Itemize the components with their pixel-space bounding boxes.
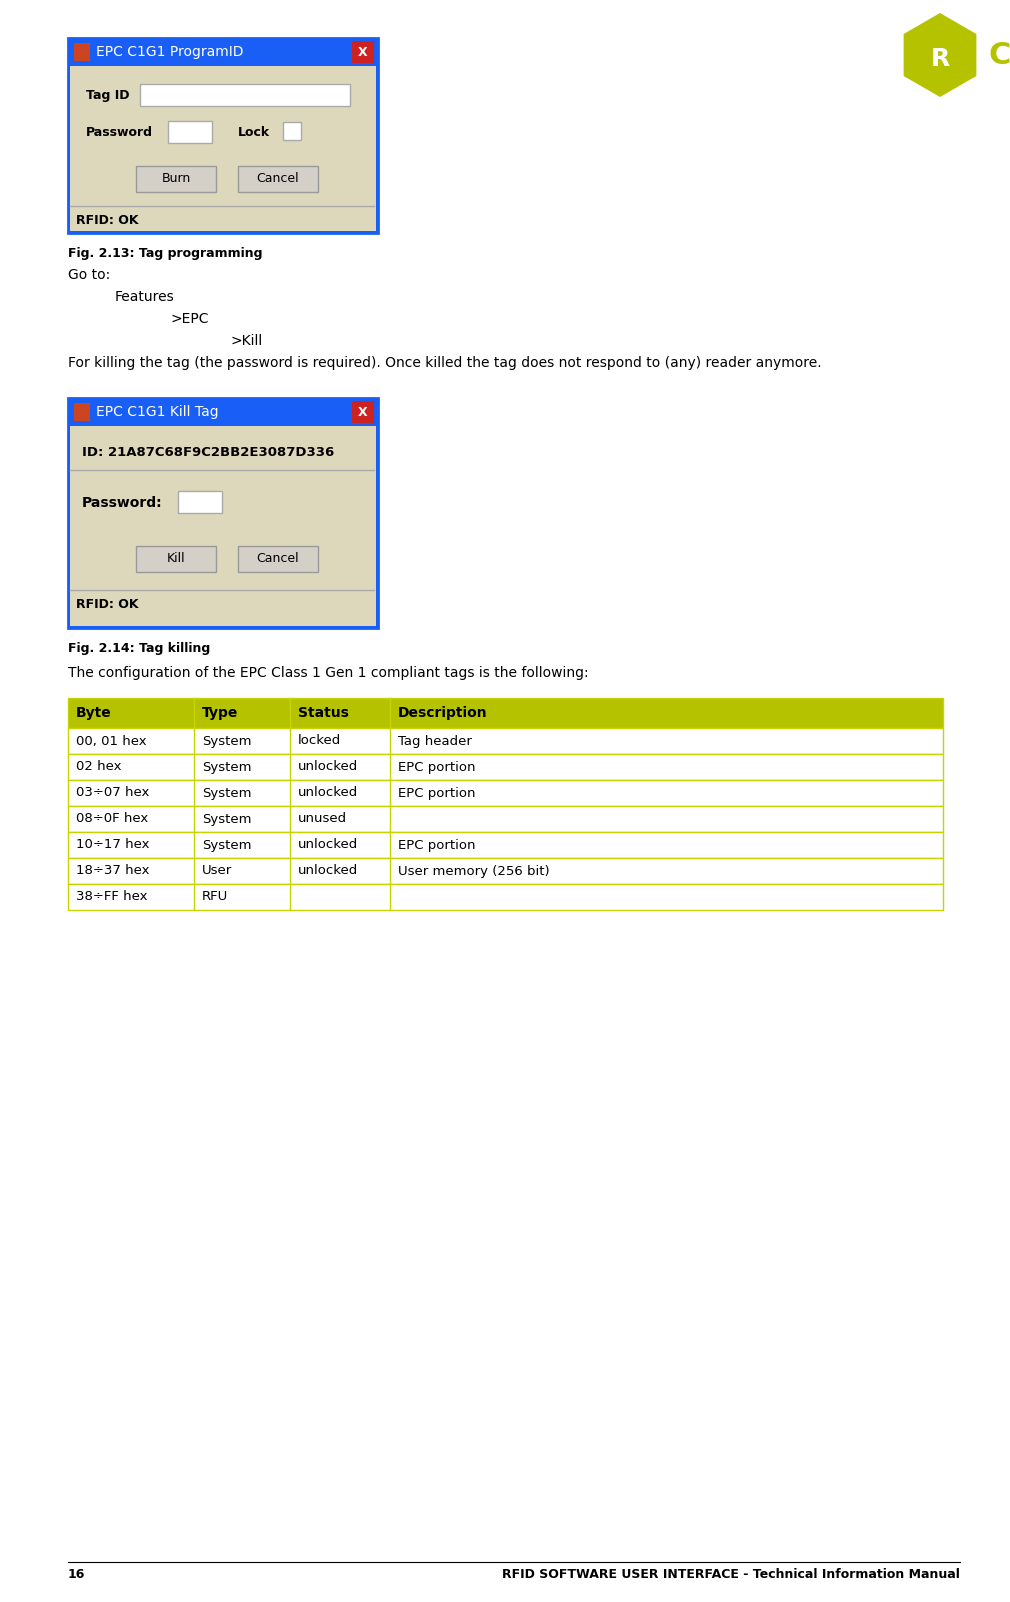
- Bar: [136, 546, 216, 572]
- Bar: [238, 167, 318, 192]
- Text: System: System: [202, 838, 251, 852]
- Text: System: System: [202, 787, 251, 799]
- Text: Cancel: Cancel: [257, 173, 299, 186]
- Bar: [140, 83, 350, 106]
- Bar: [238, 546, 318, 572]
- Text: CAENRFID: CAENRFID: [988, 40, 1010, 69]
- Text: RFID: OK: RFID: OK: [76, 599, 138, 612]
- Text: RFID SOFTWARE USER INTERFACE - Technical Information Manual: RFID SOFTWARE USER INTERFACE - Technical…: [502, 1567, 960, 1581]
- Text: Description: Description: [398, 706, 488, 719]
- Bar: [68, 884, 943, 910]
- Text: Burn: Burn: [162, 173, 191, 186]
- Text: 10÷17 hex: 10÷17 hex: [76, 838, 149, 852]
- Text: EPC C1G1 Kill Tag: EPC C1G1 Kill Tag: [96, 405, 218, 420]
- Text: 08÷0F hex: 08÷0F hex: [76, 812, 148, 825]
- Text: EPC C1G1 ProgramID: EPC C1G1 ProgramID: [96, 45, 243, 59]
- Text: unlocked: unlocked: [298, 761, 359, 774]
- Text: 00, 01 hex: 00, 01 hex: [76, 734, 146, 748]
- Text: unlocked: unlocked: [298, 865, 359, 878]
- Bar: [68, 859, 943, 884]
- Text: User: User: [202, 865, 232, 878]
- Text: X: X: [359, 405, 368, 418]
- Text: Kill: Kill: [167, 553, 185, 566]
- Bar: [283, 122, 301, 139]
- Text: Type: Type: [202, 706, 238, 719]
- Bar: [74, 43, 90, 61]
- Text: Fig. 2.13: Tag programming: Fig. 2.13: Tag programming: [68, 247, 263, 260]
- Bar: [74, 404, 90, 421]
- Text: The configuration of the EPC Class 1 Gen 1 compliant tags is the following:: The configuration of the EPC Class 1 Gen…: [68, 666, 589, 679]
- Text: unused: unused: [298, 812, 347, 825]
- Bar: [352, 400, 374, 423]
- Bar: [70, 66, 376, 231]
- Bar: [68, 806, 943, 831]
- Text: 18÷37 hex: 18÷37 hex: [76, 865, 149, 878]
- Text: X: X: [359, 45, 368, 59]
- Text: Byte: Byte: [76, 706, 112, 719]
- Text: User memory (256 bit): User memory (256 bit): [398, 865, 549, 878]
- Text: Password:: Password:: [82, 497, 163, 509]
- Text: 02 hex: 02 hex: [76, 761, 121, 774]
- Text: EPC portion: EPC portion: [398, 761, 476, 774]
- Bar: [168, 122, 212, 143]
- Text: 03÷07 hex: 03÷07 hex: [76, 787, 149, 799]
- Text: Cancel: Cancel: [257, 553, 299, 566]
- Text: For killing the tag (the password is required). Once killed the tag does not res: For killing the tag (the password is req…: [68, 356, 821, 370]
- Bar: [68, 38, 378, 232]
- Text: Fig. 2.14: Tag killing: Fig. 2.14: Tag killing: [68, 642, 210, 655]
- Text: R: R: [930, 46, 949, 70]
- Text: 38÷FF hex: 38÷FF hex: [76, 891, 147, 904]
- Bar: [68, 397, 378, 426]
- Text: RFID: OK: RFID: OK: [76, 215, 138, 227]
- Bar: [352, 42, 374, 62]
- Text: Features: Features: [115, 290, 175, 304]
- Text: System: System: [202, 812, 251, 825]
- Text: System: System: [202, 761, 251, 774]
- Text: locked: locked: [298, 734, 341, 748]
- Text: 16: 16: [68, 1567, 86, 1581]
- Bar: [68, 698, 943, 727]
- Text: System: System: [202, 734, 251, 748]
- Polygon shape: [904, 13, 977, 98]
- Text: unlocked: unlocked: [298, 838, 359, 852]
- Bar: [68, 831, 943, 859]
- Text: EPC portion: EPC portion: [398, 787, 476, 799]
- Text: Lock: Lock: [238, 127, 270, 139]
- Bar: [68, 755, 943, 780]
- Text: Status: Status: [298, 706, 348, 719]
- Text: >Kill: >Kill: [230, 333, 263, 348]
- Text: Tag ID: Tag ID: [86, 90, 129, 103]
- Text: RFU: RFU: [202, 891, 228, 904]
- Bar: [68, 397, 378, 628]
- Text: Tag header: Tag header: [398, 734, 472, 748]
- Bar: [178, 490, 222, 513]
- Bar: [68, 38, 378, 66]
- Text: unlocked: unlocked: [298, 787, 359, 799]
- Bar: [68, 727, 943, 755]
- Text: >EPC: >EPC: [170, 312, 208, 325]
- Text: ID: 21A87C68F9C2BB2E3087D336: ID: 21A87C68F9C2BB2E3087D336: [82, 447, 334, 460]
- Text: EPC portion: EPC portion: [398, 838, 476, 852]
- Bar: [136, 167, 216, 192]
- Text: Go to:: Go to:: [68, 268, 110, 282]
- Bar: [70, 426, 376, 626]
- Bar: [68, 780, 943, 806]
- Text: Password: Password: [86, 127, 153, 139]
